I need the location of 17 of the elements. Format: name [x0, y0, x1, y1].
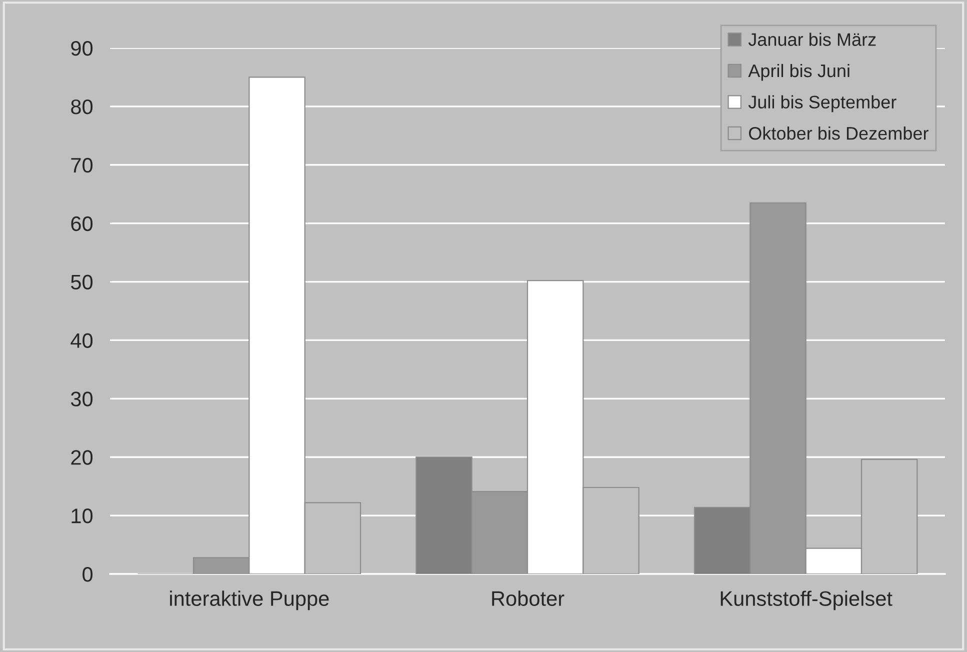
y-tick-label: 10: [72, 508, 93, 524]
y-tick-label: 40: [70, 333, 93, 348]
x-tick-label: interaktive Puppe: [170, 590, 329, 610]
x-tick-label: Kunststoff-Spielset: [720, 590, 892, 610]
y-tick-label: 50: [70, 274, 93, 290]
legend-label: Juli bis September: [748, 95, 896, 112]
y-tick-label: 70: [71, 158, 93, 173]
y-tick-label: 90: [71, 41, 93, 56]
y-tick-label: 60: [71, 216, 93, 232]
y-tick-label: 0: [82, 567, 93, 582]
y-tick-label: 20: [71, 450, 93, 465]
x-tick-label: Roboter: [492, 590, 564, 606]
legend-label: Januar bis März: [748, 32, 876, 46]
legend-label: Oktober bis Dezember: [748, 126, 928, 140]
y-tick-label: 80: [71, 99, 93, 114]
y-tick-label: 30: [70, 392, 93, 406]
legend-label: April bis Juni: [748, 64, 850, 81]
